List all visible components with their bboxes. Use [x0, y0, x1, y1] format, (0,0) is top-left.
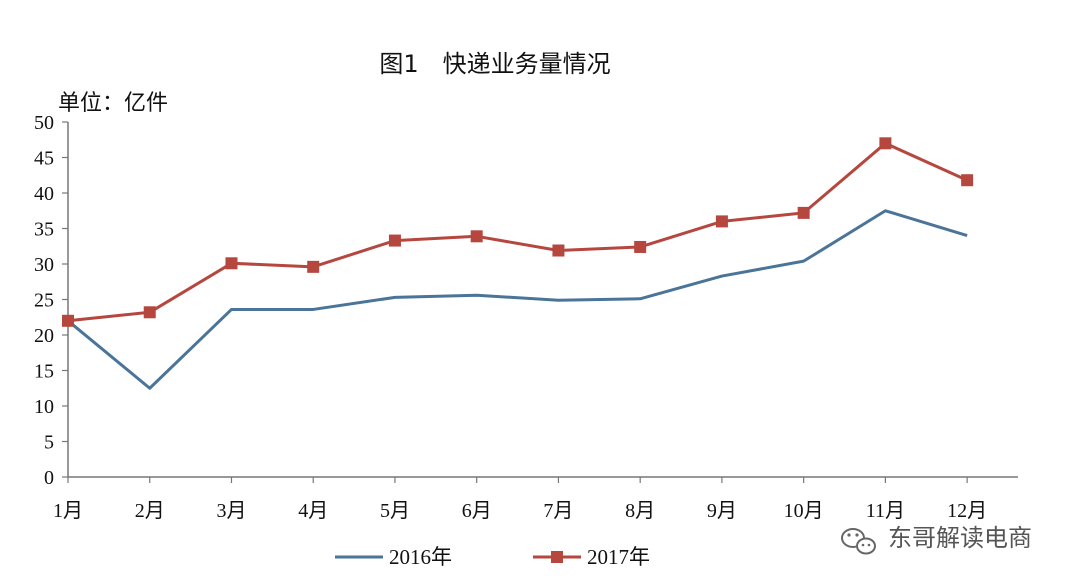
- series-line-2: [67, 141, 968, 323]
- chart-title: 图1 快递业务量情况: [379, 50, 610, 78]
- wechat-icon: [841, 528, 876, 555]
- x-tick-label: 6月: [462, 500, 492, 522]
- x-tick-label: 8月: [625, 500, 655, 522]
- watermark: 东哥解读电商: [841, 524, 1032, 555]
- watermark-text: 东哥解读电商: [888, 524, 1032, 552]
- x-axis-ticks: 1月 2月 3月 4月 5月 6月 7月 8月 9月 10月 11月 12月: [53, 477, 987, 522]
- y-tick-label: 30: [34, 254, 54, 276]
- x-tick-label: 7月: [543, 500, 573, 522]
- x-tick-label: 2月: [135, 500, 165, 522]
- series-2-point: [961, 174, 974, 187]
- legend-label-2: 2017年: [587, 545, 650, 569]
- series-2-point: [143, 306, 156, 319]
- x-tick-label: 1月: [53, 500, 83, 522]
- x-tick-label: 11月: [866, 500, 905, 522]
- series-2-point: [470, 230, 483, 243]
- x-tick-label: 3月: [216, 500, 246, 522]
- legend: 2016年 2017年: [335, 545, 650, 569]
- series-2-point: [715, 215, 728, 228]
- y-tick-label: 20: [34, 325, 54, 347]
- series-lines: [62, 137, 974, 390]
- x-tick-label: 10月: [784, 500, 824, 522]
- series-2-point: [62, 314, 74, 327]
- y-tick-label: 50: [34, 112, 54, 134]
- legend-marker-2: [551, 551, 563, 563]
- series-2-point: [797, 206, 810, 219]
- series-2-point: [307, 260, 320, 273]
- unit-label: 单位：亿件: [58, 91, 168, 116]
- y-tick-label: 15: [34, 361, 54, 383]
- y-tick-label: 0: [44, 467, 54, 489]
- y-tick-label: 10: [34, 396, 54, 418]
- y-axis-ticks: 0 5 10 15 20 25 30 35 40 45 50: [34, 112, 68, 489]
- y-tick-label: 5: [44, 432, 54, 454]
- legend-label-1: 2016年: [389, 545, 452, 569]
- series-2-point: [225, 257, 238, 270]
- series-2-point: [388, 234, 401, 247]
- y-tick-label: 25: [34, 290, 54, 312]
- y-tick-label: 45: [34, 148, 54, 170]
- x-tick-label: 9月: [707, 500, 737, 522]
- series-line-1: [67, 209, 968, 390]
- x-tick-label: 4月: [298, 500, 328, 522]
- y-tick-label: 40: [34, 183, 54, 205]
- x-tick-label: 5月: [380, 500, 410, 522]
- x-tick-label: 12月: [947, 500, 987, 522]
- y-tick-label: 35: [34, 219, 54, 241]
- series-2-point: [552, 244, 565, 257]
- series-2-point: [634, 240, 647, 253]
- series-2-point: [879, 137, 892, 150]
